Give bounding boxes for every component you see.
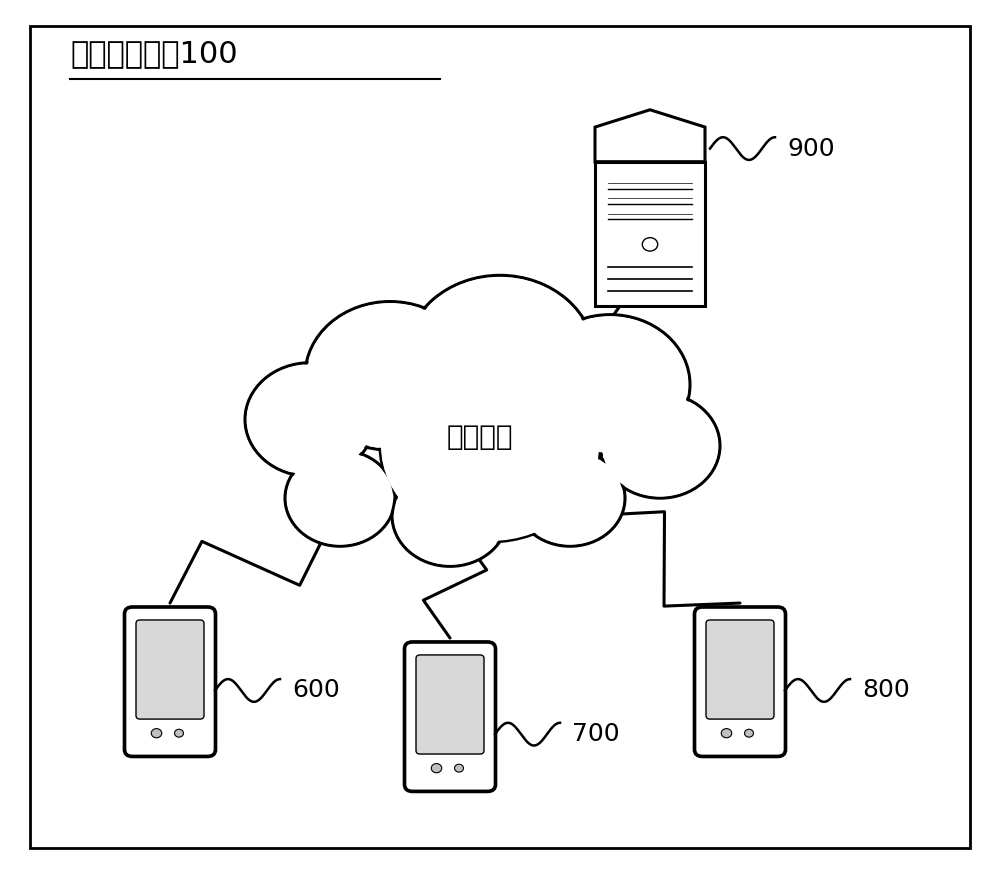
Circle shape [600,393,720,498]
Circle shape [431,764,442,773]
Circle shape [515,450,625,546]
Circle shape [247,364,373,475]
Text: 600: 600 [292,678,340,703]
Circle shape [530,315,690,454]
Polygon shape [595,110,705,162]
FancyBboxPatch shape [706,620,774,719]
FancyBboxPatch shape [404,642,496,792]
Text: 数据网络: 数据网络 [447,423,513,451]
Circle shape [392,465,508,566]
FancyBboxPatch shape [124,607,216,756]
Text: 800: 800 [862,678,910,703]
Circle shape [381,350,599,541]
Circle shape [407,277,593,440]
FancyBboxPatch shape [595,162,705,306]
Circle shape [405,275,595,441]
Circle shape [305,302,475,450]
Circle shape [380,350,600,542]
Text: 信息处理系统100: 信息处理系统100 [70,39,238,68]
Circle shape [744,729,754,737]
Circle shape [285,450,395,546]
Text: 900: 900 [787,136,835,161]
Circle shape [245,363,375,476]
Circle shape [721,729,732,738]
Circle shape [394,467,506,565]
Circle shape [642,238,658,251]
Circle shape [517,452,623,545]
FancyBboxPatch shape [416,655,484,754]
Text: 700: 700 [572,722,620,746]
Circle shape [287,452,393,545]
Circle shape [532,316,688,453]
Circle shape [454,764,464,772]
Circle shape [602,395,718,496]
FancyBboxPatch shape [694,607,786,756]
FancyBboxPatch shape [136,620,204,719]
Circle shape [175,729,184,737]
Circle shape [151,729,162,738]
Circle shape [307,303,473,448]
